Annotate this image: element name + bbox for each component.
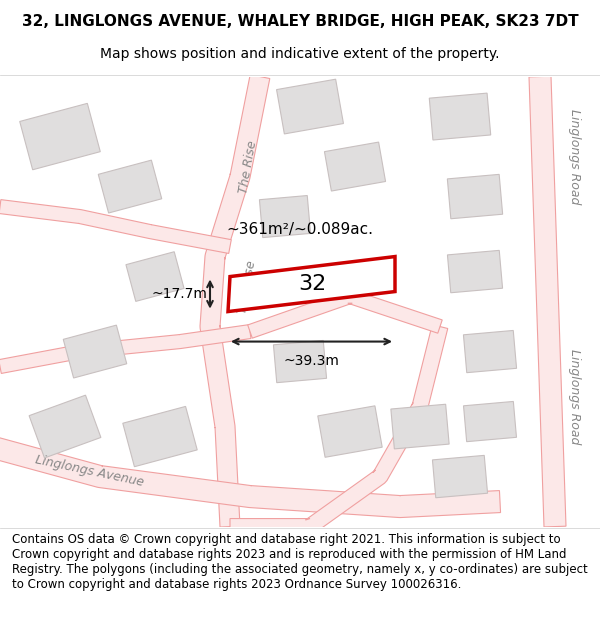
Text: Contains OS data © Crown copyright and database right 2021. This information is : Contains OS data © Crown copyright and d… [12, 533, 588, 591]
Text: Linglongs Road: Linglongs Road [569, 109, 581, 204]
Polygon shape [463, 331, 517, 372]
Text: Map shows position and indicative extent of the property.: Map shows position and indicative extent… [100, 47, 500, 61]
Polygon shape [63, 325, 127, 378]
Text: The Rise: The Rise [237, 139, 259, 194]
Text: ~17.7m: ~17.7m [151, 287, 207, 301]
Polygon shape [391, 404, 449, 449]
Text: Linglongs Road: Linglongs Road [569, 349, 581, 444]
Polygon shape [0, 199, 231, 254]
Polygon shape [325, 142, 386, 191]
Polygon shape [248, 290, 442, 338]
Polygon shape [274, 341, 326, 382]
Polygon shape [228, 256, 395, 311]
Polygon shape [464, 401, 517, 442]
Text: The Rise: The Rise [236, 259, 258, 314]
Polygon shape [29, 395, 101, 458]
Polygon shape [0, 436, 500, 518]
Polygon shape [230, 324, 448, 534]
Text: ~39.3m: ~39.3m [284, 354, 340, 367]
Text: 32, LINGLONGS AVENUE, WHALEY BRIDGE, HIGH PEAK, SK23 7DT: 32, LINGLONGS AVENUE, WHALEY BRIDGE, HIG… [22, 14, 578, 29]
Polygon shape [433, 456, 488, 498]
Polygon shape [98, 160, 162, 213]
Polygon shape [529, 76, 566, 527]
Polygon shape [277, 79, 343, 134]
Polygon shape [20, 103, 100, 170]
Polygon shape [259, 196, 311, 238]
Polygon shape [318, 406, 382, 458]
Polygon shape [0, 324, 251, 374]
Polygon shape [126, 252, 184, 301]
Text: 32: 32 [298, 274, 326, 294]
Text: ~361m²/~0.089ac.: ~361m²/~0.089ac. [227, 221, 373, 236]
Text: Linglongs Avenue: Linglongs Avenue [34, 454, 146, 489]
Polygon shape [123, 406, 197, 467]
Polygon shape [448, 174, 503, 219]
Polygon shape [448, 251, 503, 292]
Polygon shape [200, 74, 270, 527]
Polygon shape [429, 93, 491, 140]
